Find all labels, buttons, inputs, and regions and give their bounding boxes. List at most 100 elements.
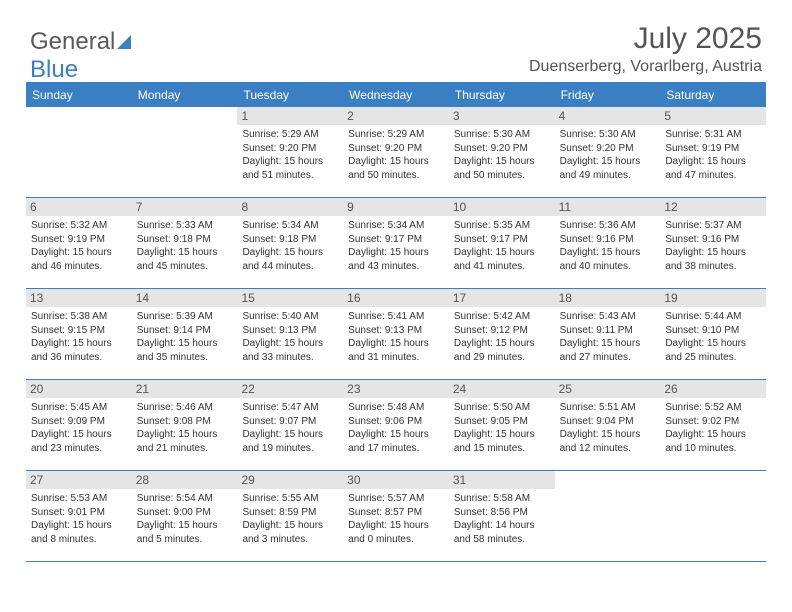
- day-number: 19: [660, 289, 766, 307]
- sun-info-line: and 40 minutes.: [560, 260, 656, 274]
- calendar-cell: 9Sunrise: 5:34 AMSunset: 9:17 PMDaylight…: [343, 198, 449, 288]
- sun-info-line: and 27 minutes.: [560, 351, 656, 365]
- sun-info-line: Daylight: 15 hours: [348, 519, 444, 533]
- sun-info-line: Sunset: 9:08 PM: [137, 415, 233, 429]
- sun-info-line: and 15 minutes.: [454, 442, 550, 456]
- day-number: 5: [660, 107, 766, 125]
- sun-info-line: Daylight: 15 hours: [242, 155, 338, 169]
- calendar-cell: 26Sunrise: 5:52 AMSunset: 9:02 PMDayligh…: [660, 380, 766, 470]
- day-number: 24: [449, 380, 555, 398]
- sun-info-line: Sunset: 9:09 PM: [31, 415, 127, 429]
- logo-triangle-icon: [117, 35, 131, 49]
- sun-info-line: Sunset: 9:17 PM: [454, 233, 550, 247]
- sun-info-line: and 29 minutes.: [454, 351, 550, 365]
- day-number: 27: [26, 471, 132, 489]
- sun-info-line: Sunset: 9:05 PM: [454, 415, 550, 429]
- day-number: 9: [343, 198, 449, 216]
- sun-info-line: and 0 minutes.: [348, 533, 444, 547]
- sun-info-line: and 3 minutes.: [242, 533, 338, 547]
- calendar-cell: 21Sunrise: 5:46 AMSunset: 9:08 PMDayligh…: [132, 380, 238, 470]
- calendar-cell: [132, 107, 238, 197]
- sun-info-line: Sunset: 8:59 PM: [242, 506, 338, 520]
- page-subtitle: Duenserberg, Vorarlberg, Austria: [529, 58, 762, 76]
- sun-info-line: Sunrise: 5:45 AM: [31, 401, 127, 415]
- sun-info-line: Sunset: 9:12 PM: [454, 324, 550, 338]
- logo-text-2: Blue: [30, 56, 78, 83]
- calendar-cell: 6Sunrise: 5:32 AMSunset: 9:19 PMDaylight…: [26, 198, 132, 288]
- calendar-cell: 19 Sunrise: 5:44 AMSunset: 9:10 PMDayligh…: [660, 289, 766, 379]
- logo-text-1: General: [30, 28, 115, 55]
- sun-info-line: and 50 minutes.: [454, 169, 550, 183]
- sun-info-line: and 35 minutes.: [137, 351, 233, 365]
- sun-info-line: Daylight: 14 hours: [454, 519, 550, 533]
- day-number: 20: [26, 380, 132, 398]
- day-number: 1: [237, 107, 343, 125]
- calendar-cell: 13Sunrise: 5:38 AMSunset: 9:15 PMDayligh…: [26, 289, 132, 379]
- calendar-cell: 24Sunrise: 5:50 AMSunset: 9:05 PMDayligh…: [449, 380, 555, 470]
- day-number: 18: [555, 289, 661, 307]
- sun-info-line: Sunset: 9:13 PM: [242, 324, 338, 338]
- sun-info-line: Daylight: 15 hours: [31, 428, 127, 442]
- sun-info-line: Sunset: 9:14 PM: [137, 324, 233, 338]
- sun-info-line: Sunrise: 5:29 AM: [242, 128, 338, 142]
- sun-info-line: and 50 minutes.: [348, 169, 444, 183]
- sun-info-line: Sunrise: 5:38 AM: [31, 310, 127, 324]
- calendar-cell: 20 Sunrise: 5:45 AMSunset: 9:09 PMDayligh…: [26, 380, 132, 470]
- sun-info-line: and 5 minutes.: [137, 533, 233, 547]
- calendar-cell: 8Sunrise: 5:34 AMSunset: 9:18 PMDaylight…: [237, 198, 343, 288]
- sun-info-line: Daylight: 15 hours: [665, 337, 761, 351]
- day-number: 21: [132, 380, 238, 398]
- sun-info-line: Daylight: 15 hours: [665, 155, 761, 169]
- calendar-cell: [555, 471, 661, 561]
- sun-info-line: Daylight: 15 hours: [31, 519, 127, 533]
- sun-info-line: and 45 minutes.: [137, 260, 233, 274]
- logo: General Blue: [30, 28, 131, 84]
- sun-info-line: Daylight: 15 hours: [242, 428, 338, 442]
- day-number: 25: [555, 380, 661, 398]
- sun-info-line: and 43 minutes.: [348, 260, 444, 274]
- sun-info-line: Sunrise: 5:35 AM: [454, 219, 550, 233]
- sun-info-line: and 17 minutes.: [348, 442, 444, 456]
- sun-info-line: Sunset: 9:02 PM: [665, 415, 761, 429]
- sun-info-line: Sunrise: 5:44 AM: [665, 310, 761, 324]
- calendar-cell: 25Sunrise: 5:51 AMSunset: 9:04 PMDayligh…: [555, 380, 661, 470]
- sun-info-line: Sunset: 9:18 PM: [137, 233, 233, 247]
- sun-info-line: Sunset: 8:56 PM: [454, 506, 550, 520]
- sun-info-line: Sunrise: 5:40 AM: [242, 310, 338, 324]
- sun-info-line: Daylight: 15 hours: [348, 428, 444, 442]
- sun-info-line: Sunrise: 5:51 AM: [560, 401, 656, 415]
- sun-info-line: and 49 minutes.: [560, 169, 656, 183]
- sun-info-line: Daylight: 15 hours: [242, 246, 338, 260]
- sun-info-line: Daylight: 15 hours: [560, 337, 656, 351]
- day-number: 2: [343, 107, 449, 125]
- calendar-cell: 7Sunrise: 5:33 AMSunset: 9:18 PMDaylight…: [132, 198, 238, 288]
- sun-info-line: Sunset: 9:10 PM: [665, 324, 761, 338]
- dayname-fri: Friday: [555, 84, 661, 107]
- calendar-cell: 12Sunrise: 5:37 AMSunset: 9:16 PMDayligh…: [660, 198, 766, 288]
- sun-info-line: Sunset: 9:15 PM: [31, 324, 127, 338]
- sun-info-line: and 58 minutes.: [454, 533, 550, 547]
- sun-info-line: and 41 minutes.: [454, 260, 550, 274]
- sun-info-line: Sunrise: 5:54 AM: [137, 492, 233, 506]
- sun-info-line: Sunrise: 5:33 AM: [137, 219, 233, 233]
- day-number: 16: [343, 289, 449, 307]
- sun-info-line: Sunset: 9:17 PM: [348, 233, 444, 247]
- calendar-cell: 4Sunrise: 5:30 AMSunset: 9:20 PMDaylight…: [555, 107, 661, 197]
- calendar-cell: 16Sunrise: 5:41 AMSunset: 9:13 PMDayligh…: [343, 289, 449, 379]
- dayname-sun: Sunday: [26, 84, 132, 107]
- dayname-sat: Saturday: [660, 84, 766, 107]
- sun-info-line: and 19 minutes.: [242, 442, 338, 456]
- sun-info-line: Daylight: 15 hours: [242, 519, 338, 533]
- sun-info-line: Sunset: 9:20 PM: [348, 142, 444, 156]
- sun-info-line: Sunrise: 5:30 AM: [560, 128, 656, 142]
- day-number: 23: [343, 380, 449, 398]
- calendar-cell: 3Sunrise: 5:30 AMSunset: 9:20 PMDaylight…: [449, 107, 555, 197]
- sun-info-line: Sunrise: 5:31 AM: [665, 128, 761, 142]
- calendar-week-row: 27Sunrise: 5:53 AMSunset: 9:01 PMDayligh…: [26, 471, 766, 562]
- sun-info-line: Sunrise: 5:50 AM: [454, 401, 550, 415]
- day-number: 4: [555, 107, 661, 125]
- sun-info-line: Sunrise: 5:39 AM: [137, 310, 233, 324]
- calendar-week-row: 6Sunrise: 5:32 AMSunset: 9:19 PMDaylight…: [26, 198, 766, 289]
- sun-info-line: Sunrise: 5:32 AM: [31, 219, 127, 233]
- sun-info-line: and 8 minutes.: [31, 533, 127, 547]
